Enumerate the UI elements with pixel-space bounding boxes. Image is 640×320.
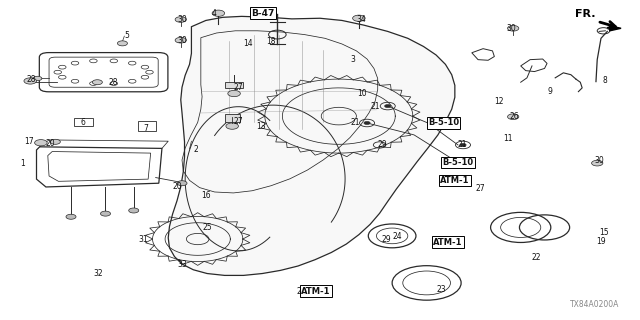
Text: 20: 20: [173, 182, 182, 191]
Text: B-5-10: B-5-10: [442, 158, 474, 167]
Bar: [74, 118, 93, 126]
Text: 22: 22: [532, 253, 541, 262]
Text: 20: 20: [45, 139, 55, 148]
Circle shape: [33, 76, 42, 81]
Text: 6: 6: [81, 118, 85, 127]
Text: 30: 30: [507, 24, 516, 33]
Polygon shape: [610, 26, 621, 31]
Bar: [138, 121, 156, 131]
Text: 29: 29: [381, 235, 391, 244]
Circle shape: [175, 37, 186, 43]
Circle shape: [385, 105, 391, 108]
Text: 27: 27: [234, 83, 243, 92]
Text: 32: 32: [93, 269, 102, 278]
Circle shape: [100, 211, 111, 216]
Text: 21: 21: [458, 140, 467, 149]
Circle shape: [177, 181, 187, 186]
Text: 14: 14: [243, 39, 253, 48]
Text: 21: 21: [370, 101, 380, 111]
Text: B-47: B-47: [251, 9, 275, 18]
Text: 27: 27: [476, 184, 485, 193]
Circle shape: [212, 10, 225, 16]
Circle shape: [226, 123, 239, 129]
Text: 1: 1: [20, 159, 25, 168]
Text: 2: 2: [193, 145, 198, 154]
Circle shape: [129, 208, 139, 213]
Circle shape: [24, 78, 36, 84]
Text: FR.: FR.: [575, 9, 596, 19]
Bar: [225, 82, 243, 89]
Text: 18: 18: [267, 37, 276, 46]
Bar: [225, 114, 241, 122]
Text: 30: 30: [177, 15, 187, 24]
Text: 28: 28: [26, 75, 36, 84]
Text: 17: 17: [24, 137, 33, 146]
Text: 5: 5: [124, 31, 129, 40]
Circle shape: [66, 214, 76, 219]
Text: 27: 27: [234, 117, 243, 126]
Text: 9: 9: [547, 87, 552, 96]
Text: 10: 10: [358, 89, 367, 98]
Text: 13: 13: [256, 122, 266, 131]
Text: 15: 15: [599, 228, 609, 237]
Text: 11: 11: [503, 134, 513, 143]
Text: 34: 34: [356, 15, 366, 24]
Text: 24: 24: [392, 232, 402, 241]
Text: ATM-1: ATM-1: [301, 287, 331, 296]
Circle shape: [508, 26, 519, 31]
Text: 29: 29: [296, 287, 306, 296]
Polygon shape: [168, 16, 455, 276]
Text: 29: 29: [378, 140, 387, 149]
Text: 7: 7: [143, 124, 148, 133]
Text: 16: 16: [201, 191, 211, 200]
Text: 23: 23: [436, 285, 445, 294]
Text: 30: 30: [177, 36, 187, 45]
Text: 30: 30: [595, 156, 604, 165]
Circle shape: [92, 80, 102, 85]
Circle shape: [353, 15, 365, 21]
Circle shape: [460, 143, 466, 147]
Text: B-5-10: B-5-10: [428, 118, 459, 127]
Text: 3: 3: [350, 55, 355, 64]
Text: ATM-1: ATM-1: [440, 176, 470, 185]
Circle shape: [455, 161, 461, 164]
Text: ATM-1: ATM-1: [433, 238, 462, 247]
Text: TX84A0200A: TX84A0200A: [570, 300, 620, 309]
Text: 31: 31: [138, 235, 148, 244]
Circle shape: [591, 160, 603, 166]
Text: 12: 12: [494, 97, 504, 106]
Circle shape: [508, 114, 519, 120]
Text: 26: 26: [509, 112, 519, 121]
Text: 21: 21: [458, 158, 467, 167]
Text: 21: 21: [350, 118, 360, 127]
Circle shape: [51, 139, 60, 144]
Circle shape: [228, 90, 241, 97]
Text: 19: 19: [596, 237, 605, 246]
Text: 8: 8: [602, 76, 607, 85]
Text: 4: 4: [211, 9, 216, 18]
Circle shape: [175, 17, 186, 22]
Circle shape: [35, 140, 47, 146]
Text: 33: 33: [177, 260, 187, 268]
Text: 25: 25: [202, 223, 212, 232]
Text: 28: 28: [108, 78, 118, 87]
Circle shape: [117, 41, 127, 46]
Circle shape: [364, 121, 370, 124]
